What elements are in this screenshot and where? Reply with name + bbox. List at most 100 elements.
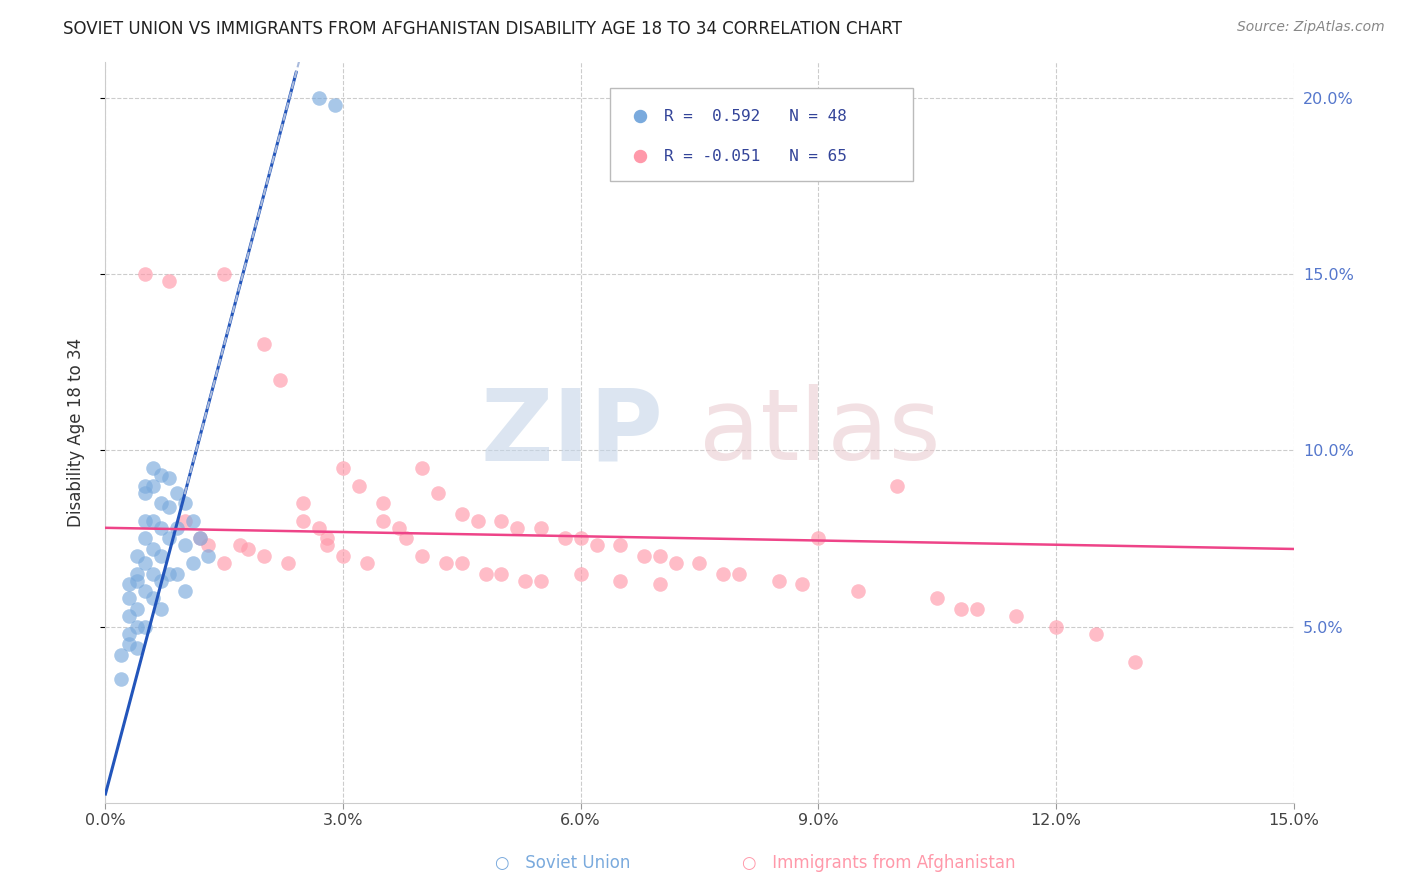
Point [316,532,339,546]
Point [118,609,141,624]
Point [530,574,553,588]
Point [142,478,165,492]
Point [142,541,165,556]
Point [127,640,149,655]
Point [491,514,513,528]
Point [214,556,236,570]
Point [1123,655,1146,669]
Point [181,514,204,528]
Point [269,373,291,387]
Point [515,574,537,588]
Point [491,566,513,581]
Point [253,549,276,563]
Point [142,514,165,528]
Point [332,461,354,475]
Point [127,549,149,563]
Point [846,584,869,599]
Point [277,556,299,570]
Point [229,538,252,552]
Point [149,496,172,510]
Point [110,648,132,662]
Point [609,574,631,588]
Point [157,566,180,581]
Point [166,485,188,500]
Point [411,461,433,475]
Point [807,532,830,546]
Point [387,521,409,535]
Point [609,538,631,552]
Point [118,591,141,606]
Point [292,514,315,528]
Point [134,267,156,281]
Point [134,619,156,633]
Text: ZIP: ZIP [481,384,664,481]
Point [149,521,172,535]
Point [356,556,378,570]
Text: ○   Soviet Union: ○ Soviet Union [495,855,630,872]
Text: ○   Immigrants from Afghanistan: ○ Immigrants from Afghanistan [742,855,1015,872]
Point [166,566,188,581]
Point [474,566,496,581]
Point [530,521,553,535]
Point [173,514,195,528]
Point [197,549,219,563]
Point [648,549,671,563]
Point [134,584,156,599]
Point [118,637,141,651]
Point [371,514,394,528]
Point [134,478,156,492]
Point [190,532,212,546]
Point [134,514,156,528]
Point [1084,626,1107,640]
FancyBboxPatch shape [610,88,914,181]
Text: Source: ZipAtlas.com: Source: ZipAtlas.com [1237,20,1385,34]
Point [467,514,489,528]
Point [149,574,172,588]
Point [308,521,330,535]
Point [1045,619,1067,633]
Point [173,538,195,552]
Point [434,556,457,570]
Point [292,496,315,510]
Point [166,521,188,535]
Point [689,556,711,570]
Point [347,478,370,492]
Point [925,591,948,606]
Point [127,574,149,588]
Point [173,584,195,599]
Point [157,532,180,546]
Point [181,556,204,570]
Point [648,577,671,591]
Point [214,267,236,281]
Point [554,532,576,546]
Point [768,574,790,588]
Point [665,556,688,570]
Point [395,532,418,546]
Point [792,577,814,591]
Point [142,566,165,581]
Point [157,274,180,288]
Point [149,549,172,563]
Text: R =  0.592   N = 48: R = 0.592 N = 48 [664,109,846,124]
Point [450,507,472,521]
Point [110,673,132,687]
Point [569,566,592,581]
Text: SOVIET UNION VS IMMIGRANTS FROM AFGHANISTAN DISABILITY AGE 18 TO 34 CORRELATION : SOVIET UNION VS IMMIGRANTS FROM AFGHANIS… [63,20,903,37]
Point [253,337,276,351]
Point [427,485,450,500]
Point [633,549,655,563]
Point [371,496,394,510]
Point [157,500,180,514]
Point [190,532,212,546]
Point [134,532,156,546]
Point [316,538,339,552]
Point [118,626,141,640]
Point [173,496,195,510]
Point [127,602,149,616]
Point [332,549,354,563]
Point [569,532,592,546]
Point [728,566,751,581]
Point [450,556,472,570]
Point [197,538,219,552]
Point [886,478,908,492]
